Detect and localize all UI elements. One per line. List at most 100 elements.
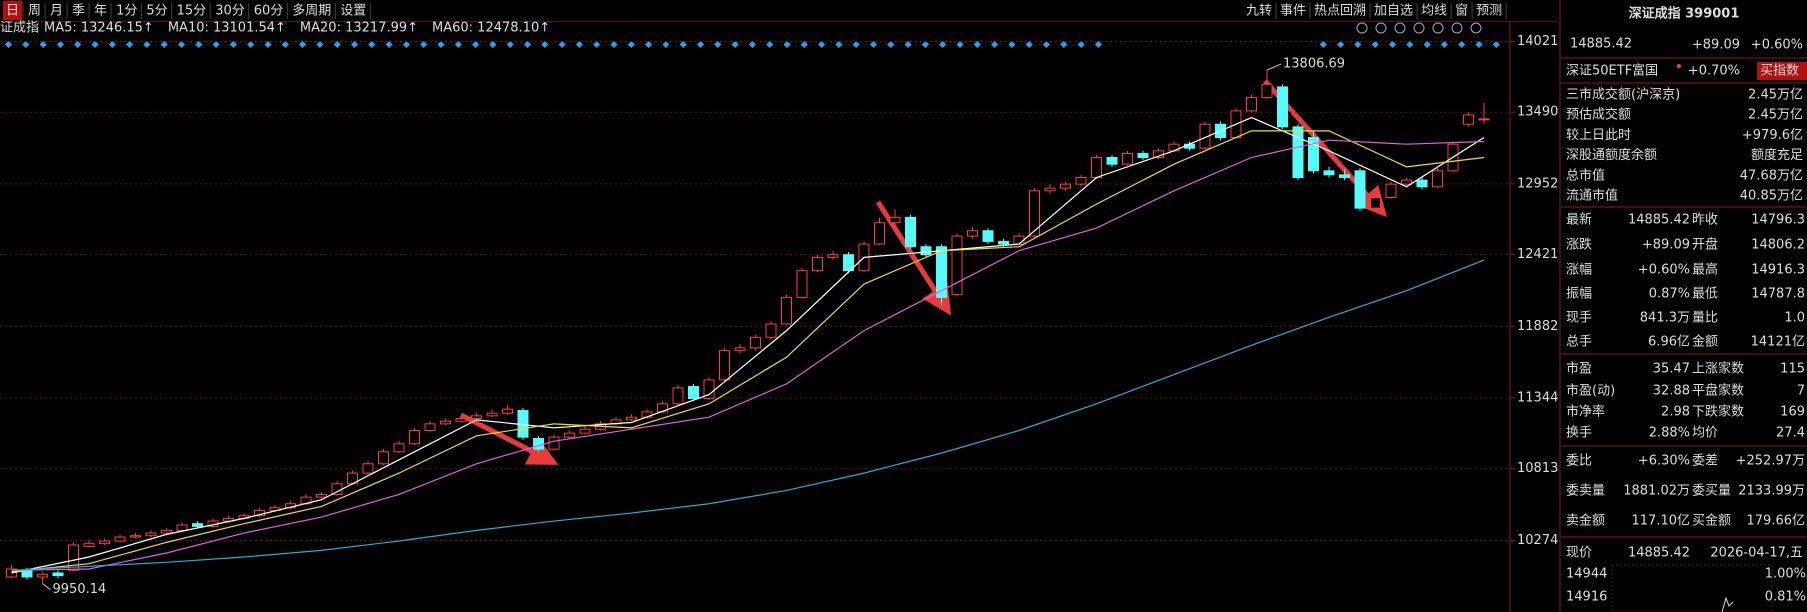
candle-body (1401, 179, 1412, 185)
candle-body (161, 529, 172, 534)
quote-value: 14885.42 (1628, 213, 1690, 228)
candle-body (1339, 174, 1350, 178)
quote-value: 2.88% (1649, 426, 1690, 441)
etf-button[interactable]: 买指数 (1760, 64, 1799, 79)
candle-body (1308, 137, 1319, 172)
candle-body (440, 420, 451, 425)
period-tab[interactable]: 多周期 (292, 3, 331, 19)
marker-diamond (333, 40, 341, 49)
panel-price: 14885.42 (1570, 37, 1632, 52)
marker-diamond (212, 40, 220, 49)
quote-label: 均价 (1692, 426, 1718, 441)
quote-value: 14916.3 (1751, 263, 1805, 278)
candle-body (998, 240, 1009, 245)
candle-body (750, 336, 761, 349)
quote-value: 14787.8 (1751, 287, 1805, 302)
marker-diamond (973, 40, 981, 49)
period-tab[interactable]: 月 (50, 4, 63, 19)
period-tab[interactable]: 1分 (116, 4, 137, 19)
marker-diamond (454, 40, 462, 49)
candle-body (37, 573, 48, 578)
period-tab[interactable]: 日 (6, 4, 19, 19)
candle-body (114, 536, 126, 542)
min-pointer (42, 583, 51, 591)
panel-title: 深证成指 399001 (1629, 6, 1740, 22)
y-tick-label: 11882 (1517, 319, 1558, 334)
quote-value: +6.30% (1638, 454, 1690, 469)
candle-body (827, 254, 839, 258)
candle-body (176, 524, 188, 531)
tool-button[interactable]: 窗 (1455, 3, 1468, 19)
candle-body (455, 418, 467, 422)
icon (1432, 22, 1444, 34)
marker-diamond (679, 40, 687, 49)
candle-body (548, 436, 560, 450)
candle-body (409, 429, 420, 445)
icon (1394, 22, 1406, 34)
candle-body (1292, 126, 1304, 178)
candle-body (1013, 235, 1025, 245)
y-tick-label: 10274 (1517, 533, 1558, 548)
candle-body (68, 544, 79, 571)
candle-body (1277, 86, 1288, 128)
marker-diamond (177, 40, 186, 49)
quote-value: 14121亿 (1751, 335, 1805, 350)
quote-label: 委比 (1566, 454, 1592, 469)
icon (1356, 22, 1368, 34)
marker-diamond (1008, 40, 1016, 49)
footer-label: 现价 (1566, 546, 1592, 561)
marker-diamond (385, 40, 393, 49)
stat-value: 额度充足 (1751, 147, 1803, 163)
tool-button[interactable]: 事件 (1280, 4, 1306, 19)
candle-body (192, 523, 203, 527)
period-tab[interactable]: 季 (72, 4, 85, 19)
period-tab[interactable]: 设置 (340, 4, 366, 19)
period-tab[interactable]: 30分 (215, 4, 245, 19)
marker-diamond (281, 40, 289, 49)
marker-diamond (437, 40, 445, 49)
period-tab[interactable]: 周 (28, 4, 41, 19)
candle-body (781, 296, 792, 325)
tool-button[interactable]: 热点回溯 (1314, 3, 1366, 19)
candle-body (1323, 170, 1335, 176)
quote-label: 涨跌 (1566, 237, 1592, 253)
tool-button[interactable]: 九转 (1246, 4, 1272, 19)
y-tick-label: 10813 (1517, 461, 1558, 476)
candle-body (936, 246, 947, 298)
quote-value: 0.87% (1649, 287, 1690, 302)
candle-body (1246, 97, 1257, 112)
icon (1451, 22, 1463, 34)
quote-label: 委买量 (1692, 484, 1731, 499)
quote-label: 现手 (1566, 311, 1592, 326)
candle-body (1060, 183, 1071, 189)
icon (1375, 22, 1387, 34)
candle-body (967, 230, 978, 237)
quote-value: 179.66亿 (1747, 514, 1806, 529)
footer-date: 2026-04-17,五 (1710, 546, 1803, 561)
quote-value: 27.4 (1776, 426, 1805, 441)
y-tick-label: 11344 (1517, 391, 1558, 406)
period-tab[interactable]: 年 (94, 4, 107, 19)
marker-diamond (523, 40, 532, 49)
candle-body (52, 572, 64, 577)
tool-button[interactable]: 均线 (1421, 4, 1447, 19)
tool-button[interactable]: 预测 (1476, 4, 1502, 19)
stat-label: 预估成交额 (1566, 107, 1631, 123)
period-tab[interactable]: 15分 (177, 4, 207, 19)
tool-button[interactable]: 加自选 (1374, 4, 1413, 19)
candle-body (130, 535, 141, 538)
quote-label: 昨收 (1692, 213, 1718, 228)
quote-label: 最新 (1566, 212, 1592, 228)
candle-body (1261, 83, 1273, 99)
stat-value: 40.85万亿 (1740, 189, 1803, 204)
candle-body (21, 569, 33, 578)
marker-diamond (887, 40, 895, 49)
period-tab[interactable]: 60分 (254, 4, 284, 19)
quote-value: 35.47 (1653, 362, 1690, 377)
footer-price: 14885.42 (1628, 546, 1690, 561)
quote-value: +89.09 (1642, 238, 1690, 253)
quote-label: 委卖量 (1566, 484, 1605, 499)
marker-diamond (143, 40, 151, 49)
period-tab[interactable]: 5分 (146, 4, 167, 19)
